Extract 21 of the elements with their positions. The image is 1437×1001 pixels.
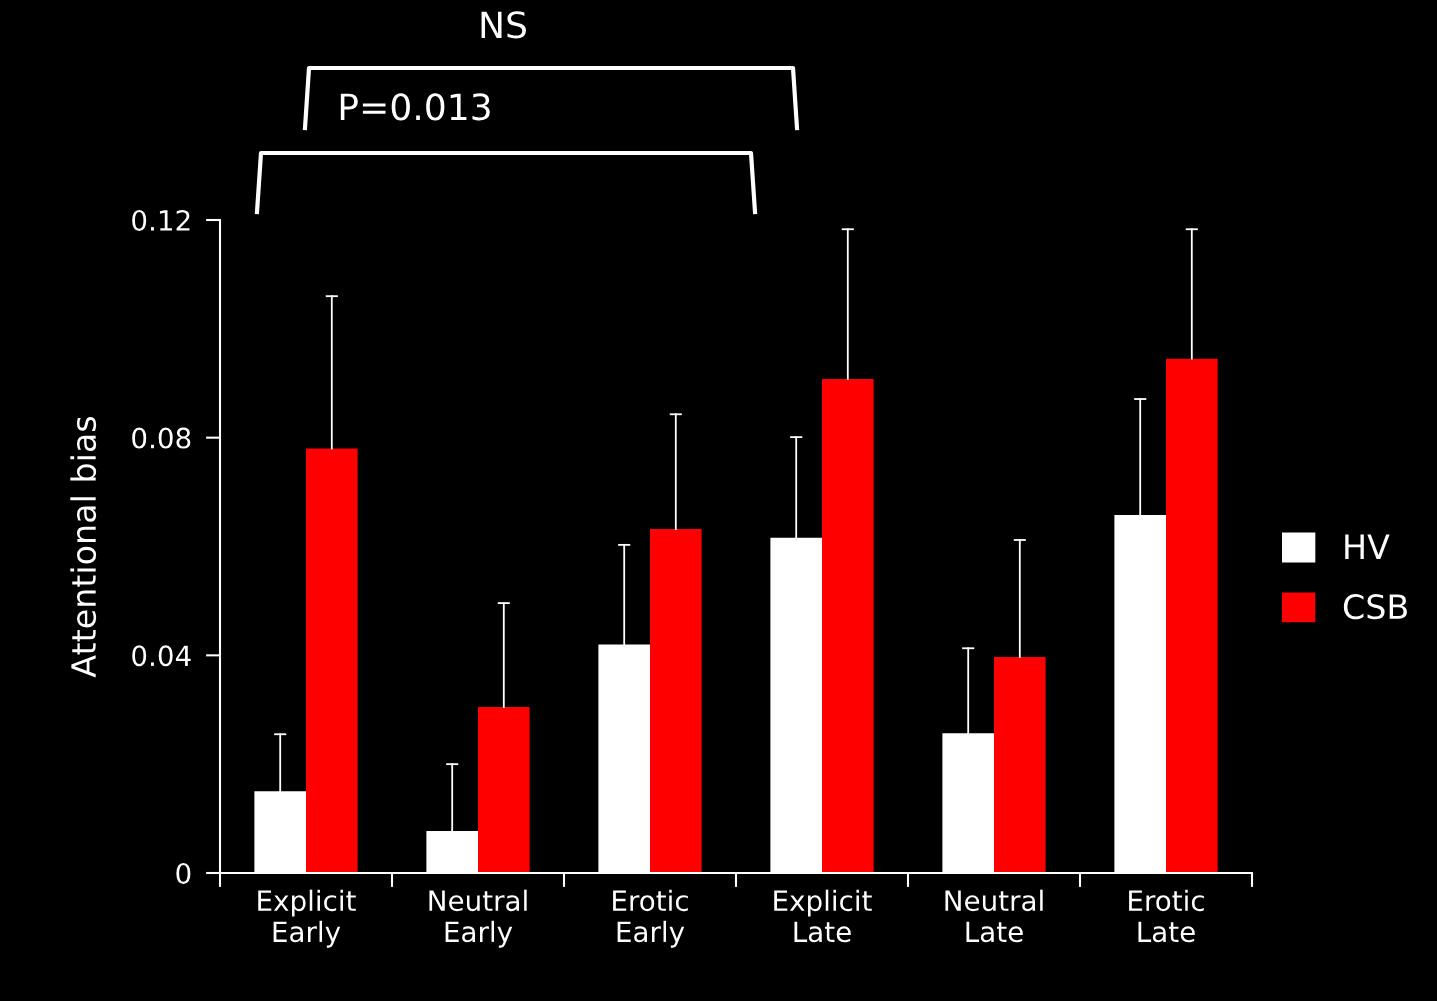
x-tick-label: Explicit Early [258, 889, 356, 948]
y-tick-label: 0.12 [132, 209, 190, 231]
legend-label: HV [1345, 534, 1390, 559]
x-tick-label: Erotic Late [1129, 889, 1204, 943]
y-tick-label: 0.08 [132, 427, 191, 449]
bar [478, 707, 530, 873]
x-tick-label: Explicit Late [774, 889, 872, 943]
x-tick-label: Erotic Early [613, 889, 688, 948]
x-tick-label: Neutral Early [429, 889, 527, 948]
text: P=0.013 [340, 93, 490, 121]
bar [822, 378, 874, 873]
text: NS [481, 11, 526, 39]
y-tick-label: 0 [176, 862, 191, 884]
y-axis-title: Attentional bias [70, 416, 97, 678]
bar [994, 656, 1046, 873]
y-tick-label: 0.04 [132, 645, 191, 667]
bar [650, 529, 702, 873]
bar [306, 448, 358, 873]
bar [1166, 358, 1218, 873]
x-tick-label: Neutral Late [945, 889, 1043, 943]
legend-label: CSB [1343, 594, 1407, 620]
